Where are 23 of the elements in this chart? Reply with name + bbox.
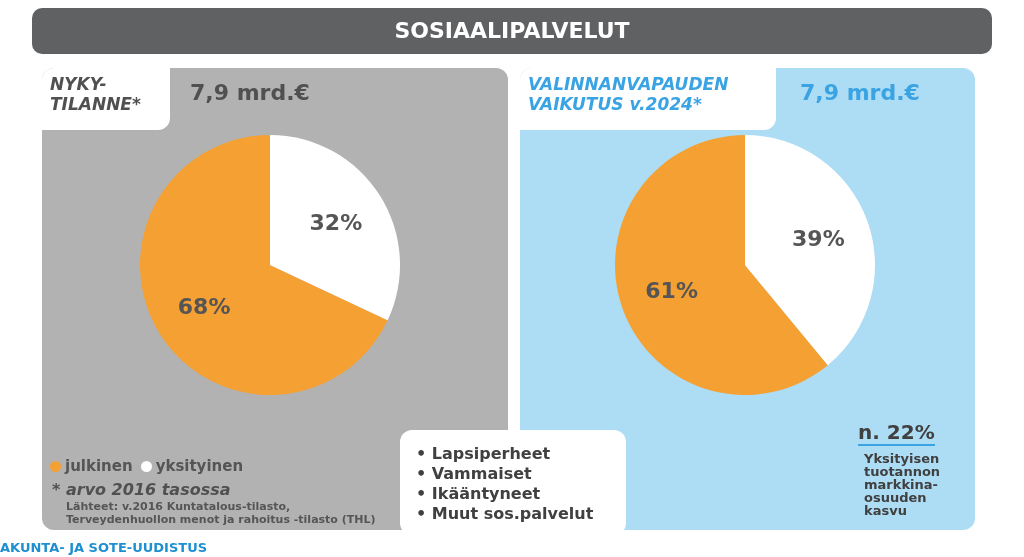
data-label: 68% bbox=[177, 293, 231, 319]
chart-title: VALINNANVAPAUDEN VAIKUTUS v.2024* bbox=[520, 68, 776, 130]
pie-slice bbox=[270, 135, 400, 321]
legend-label: yksityinen bbox=[155, 457, 244, 475]
text: * arvo 2016 tasossa bbox=[52, 480, 231, 499]
text: Yksityisen tuotannon markkina- osuuden kasvu bbox=[864, 451, 941, 518]
data-label: 32% bbox=[309, 210, 363, 236]
text: n. 22% bbox=[858, 420, 935, 446]
chart-title: NYKY- TILANNE* bbox=[42, 68, 170, 130]
text: • Muut sos.palvelut bbox=[416, 504, 594, 523]
text: Lähteet: v.2016 Kuntatalous-tilasto, Terveydenhuollon menot ja rahoitus -tilasto (THL) bbox=[66, 500, 376, 526]
text: • Ikääntyneet bbox=[416, 484, 541, 503]
pie-slice bbox=[745, 135, 875, 366]
chart-subtitle: 7,9 mrd.€ bbox=[800, 80, 920, 105]
pie-slice bbox=[140, 135, 388, 395]
text: • Vammaiset bbox=[416, 464, 532, 483]
text: AKUNTA- JA SOTE-UUDISTUS bbox=[0, 540, 208, 555]
text: • Lapsiperheet bbox=[416, 444, 551, 463]
data-label: 61% bbox=[645, 278, 698, 304]
chart-subtitle: 7,9 mrd.€ bbox=[190, 80, 310, 105]
text: SOSIAALIPALVELUT bbox=[393, 17, 631, 45]
data-label: 39% bbox=[792, 225, 845, 251]
legend-label: julkinen bbox=[65, 457, 133, 475]
